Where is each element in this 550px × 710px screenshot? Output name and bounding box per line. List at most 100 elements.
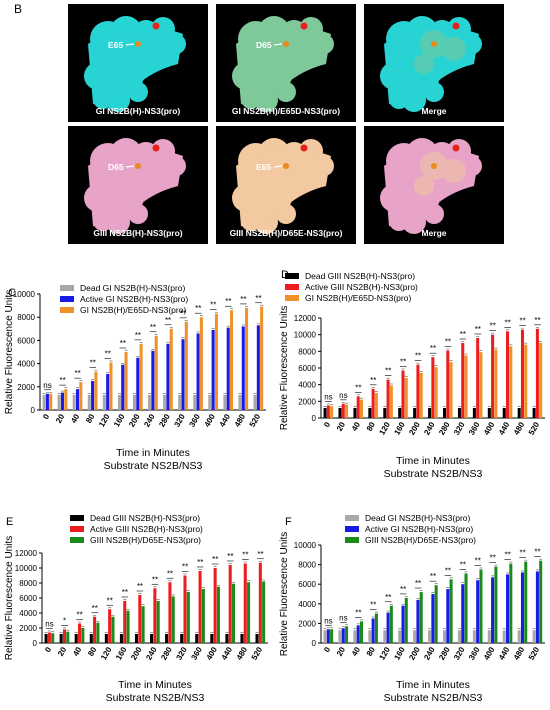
bar [226, 327, 230, 410]
chart-panel-d: D Dead GIII NS2B(H)-NS3(pro)Active GIII N… [279, 269, 545, 480]
y-tick-label: 0 [312, 639, 317, 648]
x-tick-label: 200 [127, 412, 142, 429]
bar [341, 628, 345, 643]
bar [91, 381, 95, 410]
significance-label: ** [197, 558, 203, 567]
legend-label: Active GI NS2B(H)-NS3(pro) [365, 524, 473, 534]
bar [66, 631, 70, 643]
bar [195, 634, 199, 643]
structure-caption: GIII NS2B(H)/D65E-NS3(pro) [230, 228, 343, 238]
bar [94, 371, 98, 410]
bar [532, 408, 536, 418]
x-tick-label: 440 [497, 645, 512, 662]
bar [258, 562, 262, 643]
bar [208, 394, 212, 410]
x-tick-label: 160 [392, 420, 407, 437]
panel-letter: C [8, 287, 16, 299]
bar [506, 574, 510, 643]
bar [341, 403, 345, 418]
y-tick-label: 2000 [298, 619, 316, 628]
red-residue-marker [300, 144, 308, 152]
bar [106, 374, 110, 410]
bar [476, 580, 480, 643]
significance-label: ** [430, 572, 436, 581]
y-tick-label: 4000 [19, 609, 37, 618]
significance-label: ** [152, 575, 158, 584]
bar [181, 339, 185, 410]
x-tick-label: 120 [97, 412, 112, 429]
bar [401, 370, 405, 418]
bar [457, 408, 461, 418]
orange-residue-marker [431, 163, 437, 169]
bar [78, 623, 82, 643]
legend-swatch [345, 537, 359, 543]
x-tick-label: 160 [114, 645, 129, 662]
significance-label: ** [400, 585, 406, 594]
bar [517, 630, 521, 643]
bar [62, 629, 66, 643]
legend-label: Dead GI NS2B(H)-NS3(pro) [80, 283, 186, 293]
residue-label: D65 [108, 162, 124, 172]
x-tick-label: 320 [172, 412, 187, 429]
significance-label: ** [534, 548, 540, 557]
bar [45, 393, 49, 410]
significance-label: ** [445, 566, 451, 575]
bar [150, 634, 154, 643]
bar [153, 588, 157, 643]
bar [539, 560, 543, 643]
x-tick-label: 520 [527, 645, 542, 662]
bar [457, 630, 461, 643]
structure-tile: Merge [364, 126, 504, 244]
bar [109, 362, 113, 410]
bar [404, 597, 408, 643]
protein-surface-overlay [414, 152, 466, 196]
bar [74, 634, 78, 643]
bar [156, 601, 160, 643]
red-residue-marker [300, 22, 308, 30]
bar [111, 616, 115, 643]
bar [216, 586, 220, 643]
bar [401, 605, 405, 643]
chart-panel-c: C Dead GI NS2B(H)-NS3(pro)Active GI NS2B(… [4, 283, 266, 472]
x-tick-label: 360 [187, 412, 202, 429]
bar [494, 349, 498, 418]
bar [326, 405, 330, 418]
bar [428, 408, 432, 418]
x-axis-subtitle: Substrate NS2B/NS3 [106, 692, 205, 704]
bar [535, 328, 539, 418]
bar [371, 618, 375, 643]
bar [520, 572, 524, 643]
legend-swatch [285, 284, 299, 290]
bar [434, 585, 438, 643]
significance-label: ** [519, 549, 525, 558]
y-tick-label: 4000 [298, 600, 316, 609]
bar [171, 596, 175, 643]
significance-label: ns [43, 381, 51, 390]
bar [494, 566, 498, 643]
x-axis-subtitle: Substrate NS2B/NS3 [104, 460, 203, 472]
bar [238, 394, 242, 410]
bar [247, 582, 251, 643]
bar [461, 584, 465, 643]
protein-surface [84, 16, 186, 112]
bar [502, 630, 506, 643]
structure-grid: E65 GI NS2B(H)-NS3(pro) D65 GI NS2B(H)/E65D… [68, 4, 504, 244]
significance-label: ** [212, 555, 218, 564]
x-tick-label: 400 [205, 645, 220, 662]
bar [163, 394, 167, 410]
bar [353, 408, 357, 418]
bar [260, 306, 264, 410]
red-residue-marker [452, 144, 460, 152]
bar [199, 317, 203, 410]
legend-swatch [70, 537, 84, 543]
bar [464, 573, 468, 643]
bar [502, 408, 506, 418]
x-tick-label: 0 [41, 412, 51, 421]
bar [383, 630, 387, 643]
bar [138, 595, 142, 643]
significance-label: ns [45, 620, 53, 629]
significance-label: ** [75, 369, 81, 378]
y-tick-label: 8000 [298, 561, 316, 570]
x-tick-label: 320 [452, 645, 467, 662]
bar [338, 408, 342, 418]
